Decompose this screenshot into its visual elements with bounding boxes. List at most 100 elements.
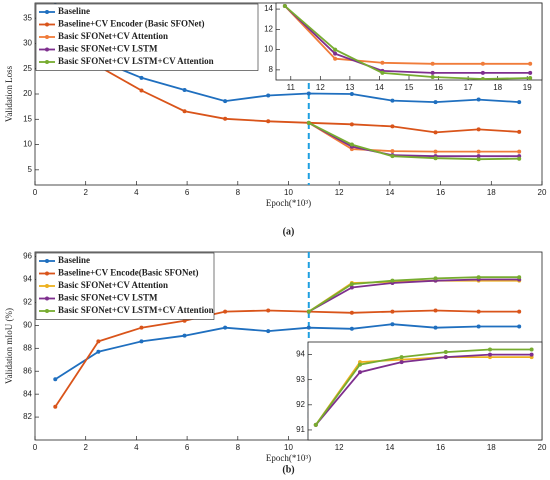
legend-marker [45,259,49,263]
data-point [390,309,395,314]
y-tick-label: 88 [23,343,32,352]
y-axis-label: Validation Loss [4,65,14,122]
legend-label: Basic SFONet+CV Attention [58,280,168,290]
data-point [443,350,448,355]
data-point [139,88,144,93]
data-point [53,404,58,409]
data-point [517,324,522,329]
x-tick-label: 20 [538,188,547,197]
legend-label: Basic SFONet+CV LSTM [58,293,158,303]
x-axis-label: Epoch(*10³) [266,198,311,208]
y-tick-label: 84 [23,389,32,398]
data-point [390,124,395,129]
data-point [53,377,58,382]
data-point [223,325,228,330]
data-point [528,70,533,75]
data-point [349,326,354,331]
series-line [315,356,532,426]
data-point [306,309,311,314]
y-tick-label: 35 [23,13,32,22]
data-point [433,325,438,330]
data-point [528,75,533,80]
data-point [430,70,435,75]
data-point [333,56,338,61]
y-axis-label: Validation mIoU (%) [4,308,14,384]
data-point [349,142,354,147]
data-point [139,75,144,80]
y-tick-label: 93 [296,375,305,384]
legend-marker [45,309,49,313]
legend-marker [45,60,49,64]
data-point [433,308,438,313]
plot-area [53,3,522,185]
x-tick-label: 10 [284,443,293,452]
x-tick-label: 13 [345,83,354,92]
series-line [54,323,520,380]
y-tick-label: 94 [296,350,305,359]
legend-marker [45,35,49,39]
data-point [306,120,311,125]
data-point [529,352,534,357]
data-point [96,349,101,354]
y-tick-label: 14 [264,4,273,13]
data-point [517,309,522,314]
series-line [315,353,532,426]
data-point [480,76,485,80]
data-point [433,100,438,105]
data-point [380,60,385,65]
x-tick-label: 16 [434,83,443,92]
x-tick-label: 2 [83,443,88,452]
data-point [282,4,287,9]
y-tick-label: 10 [23,140,32,149]
data-point [433,130,438,135]
y-tick-label: 92 [23,298,32,307]
x-tick-label: 18 [487,443,496,452]
data-point [313,422,318,427]
y-tick-label: 15 [23,114,32,123]
x-tick-label: 14 [385,443,394,452]
data-point [266,93,271,98]
data-point [528,61,533,66]
data-point [266,119,271,124]
legend-label: Baseline [58,255,90,265]
series-line [308,122,520,158]
data-point [476,154,481,159]
data-point [517,156,522,161]
x-tick-label: 8 [236,188,241,197]
data-point [517,275,522,280]
data-point [333,51,338,56]
x-tick-label: 0 [33,188,38,197]
data-point [306,91,311,96]
x-tick-label: 11 [287,83,296,92]
x-tick-label: 20 [538,443,547,452]
series-line [284,5,531,65]
y-tick-label: 92 [296,400,305,409]
series-line [308,278,520,313]
x-tick-label: 16 [436,188,445,197]
data-point [390,149,395,154]
data-point [358,370,362,375]
data-point [380,70,385,75]
x-tick-label: 2 [83,188,88,197]
data-point [476,149,481,154]
data-point [399,360,404,365]
x-tick-label: 0 [33,443,38,452]
x-tick-label: 4 [134,443,139,452]
data-point [433,276,438,281]
caption: (b) [282,464,294,475]
legend-label: Basic SFONet+CV LSTM+CV Attention [58,56,214,66]
data-point [306,325,311,330]
x-tick-label: 17 [464,83,473,92]
y-tick-label: 86 [23,366,32,375]
x-tick-label: 12 [316,83,325,92]
data-point [480,61,485,66]
data-point [349,122,354,127]
data-point [529,347,534,352]
legend: Baseline Baseline+CV Encoder (Basic SFONe… [35,3,259,71]
y-tick-label: 94 [23,275,32,284]
inset-plot [313,347,534,427]
series-line [308,276,520,313]
data-point [399,355,404,360]
data-point [266,329,271,334]
y-tick-label: 25 [23,64,32,73]
